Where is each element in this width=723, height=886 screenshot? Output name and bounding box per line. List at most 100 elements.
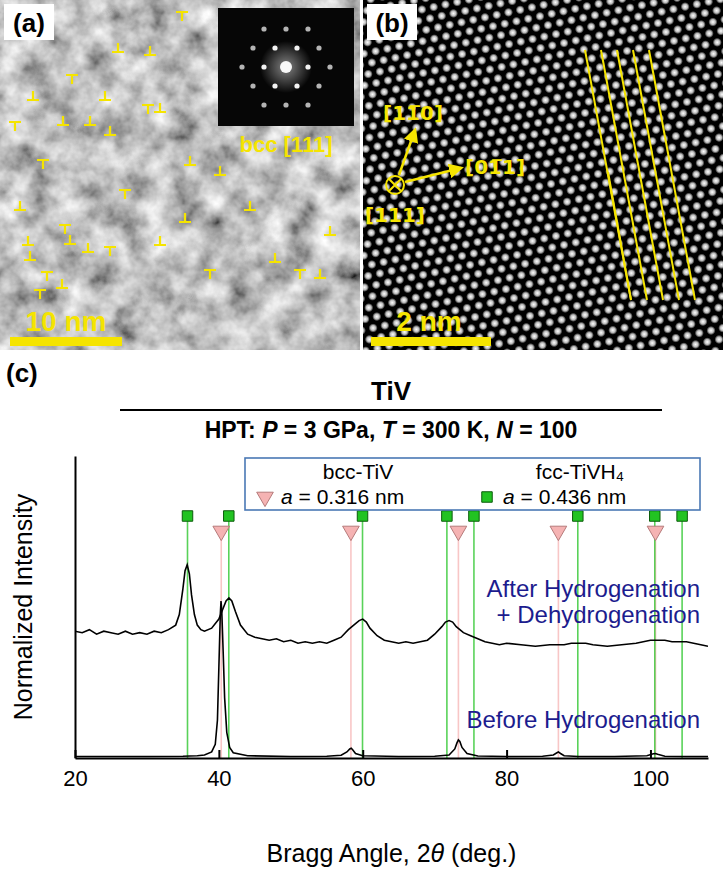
- dislocation-symbol: [24, 251, 36, 260]
- atom-column: [565, 122, 574, 131]
- atom-column: [480, 183, 489, 192]
- atom-column: [567, 47, 576, 56]
- atom-column: [488, 224, 497, 233]
- atom-column: [391, 85, 400, 94]
- reference-marker: [677, 511, 687, 521]
- atom-column: [476, 0, 485, 2]
- atom-column: [406, 241, 415, 250]
- atom-column: [706, 92, 715, 101]
- fft-spot: [305, 64, 310, 69]
- atom-column: [722, 110, 723, 119]
- atom-column: [657, 7, 666, 16]
- atom-column: [494, 105, 503, 114]
- text-run: Bragg Angle, 2: [267, 839, 431, 867]
- text-run: After Hydrogenation: [487, 575, 700, 602]
- atom-column: [609, 155, 618, 164]
- atom-column: [629, 0, 638, 1]
- atom-column: [425, 184, 434, 193]
- lattice-symbol: a: [281, 485, 293, 508]
- scale-bar: [371, 337, 491, 346]
- chart-subtitle: HPT: P = 3 GPa, T = 300 K, N = 100: [205, 417, 578, 443]
- atom-column: [642, 255, 651, 264]
- atom-column: [485, 33, 494, 42]
- atom-column: [569, 344, 578, 350]
- atom-column: [634, 12, 643, 21]
- atom-column: [656, 145, 665, 154]
- atom-column: [490, 117, 499, 126]
- atom-column: [449, 242, 458, 251]
- atom-column: [643, 318, 652, 327]
- atom-column: [363, 29, 364, 38]
- atom-column: [363, 251, 368, 260]
- text-run: N: [496, 417, 513, 443]
- atom-column: [508, 28, 517, 37]
- atom-column: [441, 0, 450, 9]
- atom-column: [616, 334, 625, 343]
- atom-column: [368, 292, 377, 301]
- atom-column: [491, 180, 500, 189]
- atom-column: [548, 243, 557, 252]
- atom-column: [403, 82, 412, 91]
- atom-column: [561, 102, 570, 111]
- atom-column: [372, 280, 381, 289]
- atom-column: [508, 230, 517, 239]
- atom-column: [703, 135, 712, 144]
- atom-column: [698, 83, 707, 92]
- atom-column: [367, 228, 376, 237]
- panel-a: bcc [111](a)10 nm: [0, 0, 360, 350]
- atom-column: [721, 280, 723, 289]
- atom-column: [430, 34, 439, 43]
- atom-column: [488, 22, 497, 31]
- y-axis-line: [75, 457, 77, 759]
- atom-column: [611, 282, 620, 291]
- atom-column: [496, 31, 505, 40]
- atom-column: [446, 84, 455, 93]
- atom-column: [469, 249, 478, 258]
- atom-column: [481, 44, 490, 53]
- atom-column: [530, 161, 539, 170]
- dislocation-symbol: [184, 156, 196, 165]
- atom-column: [364, 303, 373, 312]
- atom-column: [617, 0, 626, 3]
- atom-column: [540, 266, 549, 275]
- atom-column: [685, 224, 694, 233]
- atom-column: [615, 271, 624, 280]
- atom-column: [692, 0, 701, 9]
- atom-column: [510, 123, 519, 132]
- atom-column: [722, 142, 723, 151]
- atom-column: [440, 138, 449, 147]
- atom-column: [495, 339, 504, 348]
- atom-column: [713, 271, 722, 280]
- atom-column: [682, 299, 691, 308]
- dislocation-symbol: [66, 75, 78, 84]
- atom-column: [446, 254, 455, 263]
- atom-column: [445, 222, 454, 231]
- atom-column: [437, 11, 446, 20]
- atom-column: [490, 85, 499, 94]
- atom-column: [531, 0, 540, 1]
- atom-column: [525, 280, 534, 289]
- atom-column: [443, 127, 452, 136]
- atom-column: [454, 263, 463, 272]
- atom-column: [646, 41, 655, 50]
- atom-column: [632, 321, 641, 330]
- x-tick-mark: [650, 750, 652, 758]
- atom-column: [564, 292, 573, 301]
- atom-column: [710, 315, 719, 324]
- atom-column: [526, 343, 535, 350]
- atom-column: [457, 251, 466, 260]
- dislocation-symbol: [244, 201, 256, 210]
- atom-column: [484, 203, 493, 212]
- atom-column: [450, 72, 459, 81]
- title-underline: [120, 409, 662, 411]
- atom-column: [566, 154, 575, 163]
- atom-column: [710, 81, 719, 90]
- atom-column: [524, 248, 533, 257]
- atom-column: [470, 312, 479, 321]
- atom-column: [631, 87, 640, 96]
- dislocation-symbol: [64, 235, 76, 244]
- dislocation-symbol: [9, 122, 21, 131]
- atom-column: [684, 193, 693, 202]
- atom-column: [484, 1, 493, 10]
- atom-column: [693, 63, 702, 72]
